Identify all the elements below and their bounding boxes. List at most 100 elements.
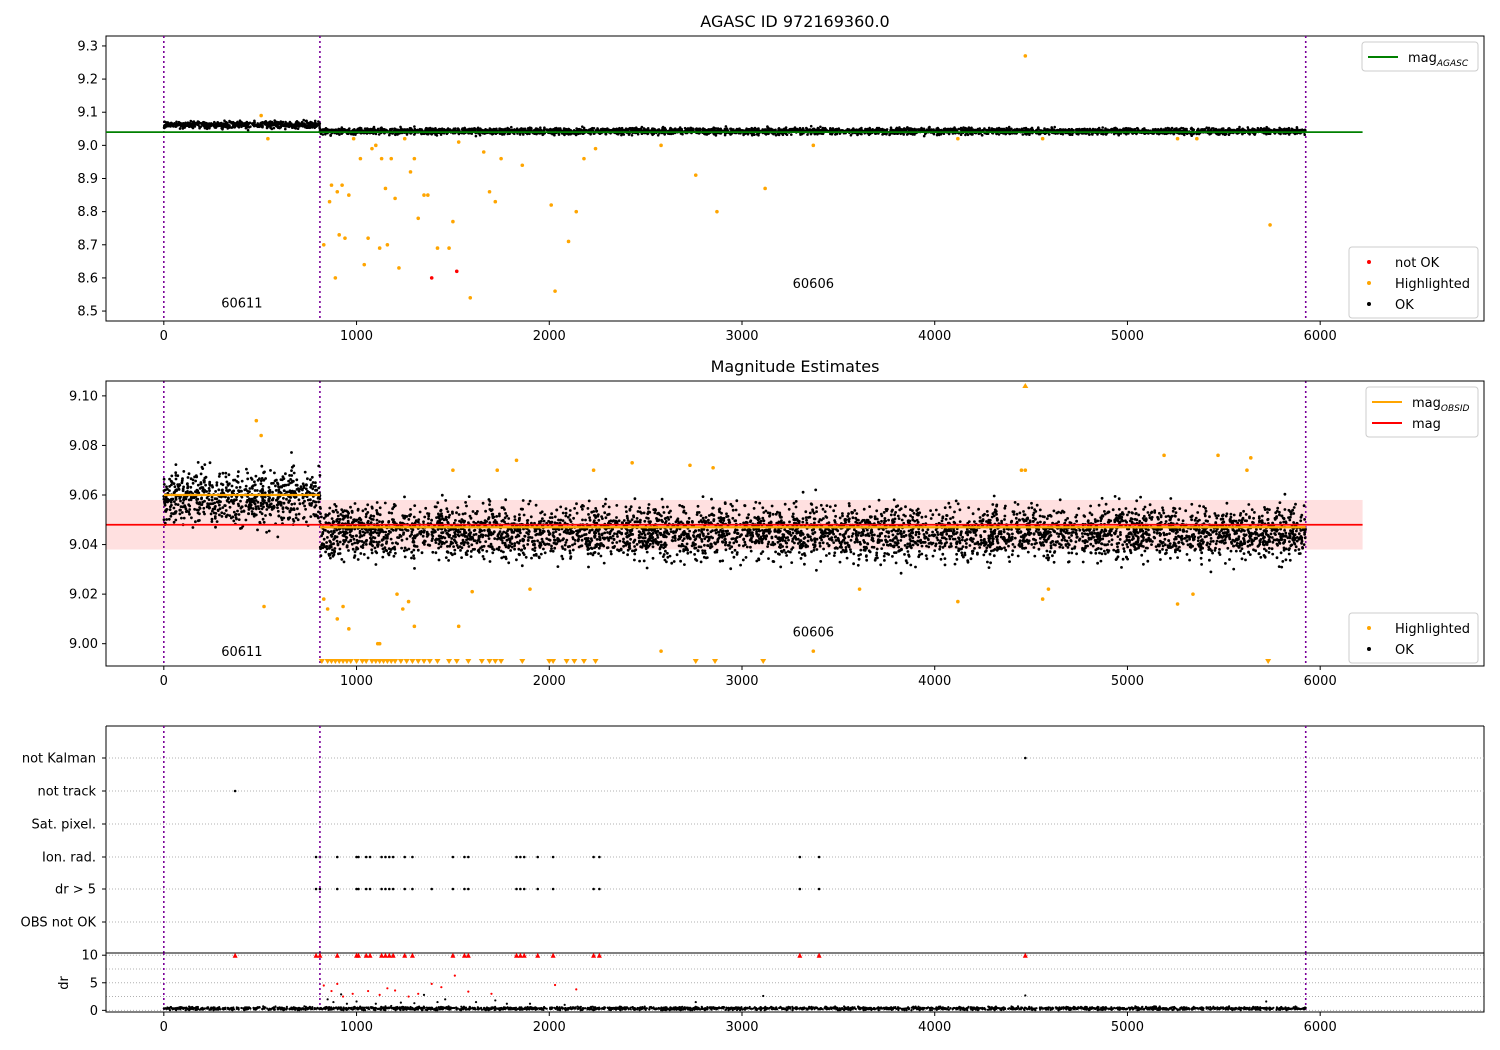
ok-point [959,133,963,136]
ok-point [190,123,193,127]
ok-point [176,503,180,506]
ok-point [1290,127,1294,131]
ok-point [244,518,248,522]
ok-point [821,126,825,130]
highlighted-point [408,170,413,174]
ok-point [276,509,280,513]
ok-point [162,518,166,522]
ok-point [240,479,244,483]
ok-point [295,120,299,123]
ok-point [1021,133,1025,136]
ok-point [922,127,926,131]
ok-point [274,489,278,492]
ok-point [226,124,230,127]
ok-point [1228,128,1232,131]
ok-point [1100,128,1103,132]
highlighted-point [389,156,394,161]
ok-point [1278,128,1281,132]
ok-point [186,490,189,493]
ok-point [853,128,857,132]
ok-point [567,133,570,136]
ok-point [317,486,321,490]
ok-point [193,122,197,125]
ok-point [1088,133,1091,136]
ok-point [294,513,298,516]
ok-point [288,509,292,513]
ok-point [663,133,666,136]
ok-point [617,128,620,131]
ok-point [980,133,984,137]
ok-point [824,128,828,131]
ok-point [935,133,939,137]
ok-point [1067,128,1070,132]
ok-point [377,128,380,132]
ok-point [406,128,409,132]
ok-point [225,499,229,502]
ok-point [1217,133,1220,136]
ok-point [630,127,634,131]
ok-point [219,121,223,125]
ok-point [948,128,952,131]
ok-point [724,125,728,128]
highlighted-point [379,156,384,161]
ok-point [237,518,241,521]
ok-point [297,498,301,502]
highlighted-point [487,189,492,194]
ok-point [215,124,218,128]
x-tick-label: 5000 [1111,329,1144,344]
ok-point [245,500,249,504]
ok-point [255,123,259,127]
ok-point [221,128,224,131]
ok-point [224,486,228,490]
ok-point [856,133,859,137]
highlighted-point [693,173,698,177]
highlighted-point [574,209,579,214]
ok-point [221,471,225,475]
ok-point [170,503,173,507]
ok-point [226,121,229,125]
x-tick-label: 0 [160,329,168,344]
ok-point [388,133,391,137]
ok-point [216,121,220,125]
ok-point [1113,126,1116,130]
ok-point [732,128,735,131]
ok-point [686,127,690,130]
ok-point [313,505,317,509]
ok-point [168,477,172,481]
ok-point [757,127,760,130]
ok-point [691,127,695,131]
ok-point [224,123,227,126]
ok-point [1133,128,1136,131]
ok-point [196,511,200,515]
ok-point [1190,134,1193,137]
ok-point [296,507,299,511]
ok-point [498,127,502,131]
ok-point [1205,126,1208,130]
ok-point [295,478,299,482]
highlighted-point [422,193,426,197]
highlighted-point [416,216,421,221]
ok-point [917,128,920,131]
ok-point [806,133,809,136]
legend-label: OK [1395,298,1414,313]
ok-point [753,126,757,130]
highlighted-point [335,189,340,194]
ok-point [987,126,991,130]
ok-point [960,128,964,132]
ok-point [253,119,256,123]
ok-point [288,124,292,128]
ok-point [317,500,320,504]
ok-point [170,474,174,478]
ok-point [265,530,268,534]
ok-point [179,505,183,508]
ok-point [270,508,274,511]
ok-point [1192,132,1195,136]
ok-point [1091,133,1094,136]
ok-point [1200,128,1203,131]
ok-point [235,486,239,489]
ok-point [1080,127,1084,131]
ok-point [1101,132,1105,136]
highlighted-point [520,163,525,168]
ok-point [1028,133,1031,136]
ok-point [1268,128,1272,132]
